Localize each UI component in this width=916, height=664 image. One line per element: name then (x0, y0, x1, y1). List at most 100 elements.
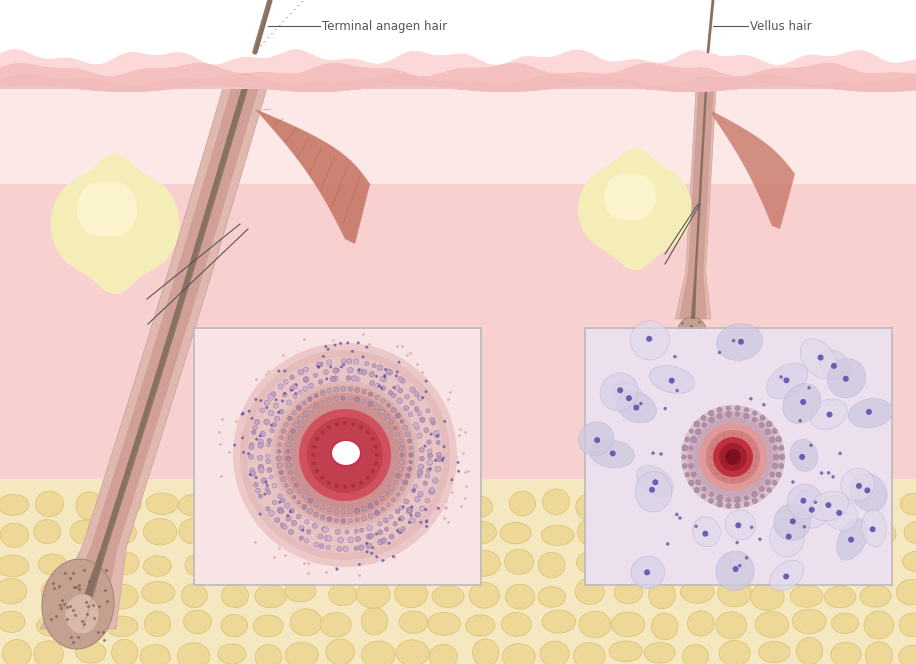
Ellipse shape (334, 484, 339, 488)
Ellipse shape (394, 525, 427, 548)
Ellipse shape (425, 473, 430, 478)
Ellipse shape (354, 529, 358, 533)
Ellipse shape (409, 518, 415, 524)
Ellipse shape (280, 498, 285, 503)
Ellipse shape (319, 380, 322, 384)
Ellipse shape (650, 548, 683, 576)
Ellipse shape (692, 472, 696, 477)
Ellipse shape (252, 430, 256, 434)
Ellipse shape (268, 410, 274, 416)
Ellipse shape (420, 521, 422, 524)
Ellipse shape (281, 476, 287, 482)
Ellipse shape (314, 403, 319, 408)
Ellipse shape (630, 321, 670, 360)
Ellipse shape (651, 614, 678, 640)
Ellipse shape (649, 581, 675, 609)
Ellipse shape (666, 542, 670, 546)
Ellipse shape (783, 574, 789, 580)
Ellipse shape (832, 613, 858, 633)
Ellipse shape (750, 525, 753, 529)
Ellipse shape (425, 521, 428, 523)
Ellipse shape (327, 517, 332, 522)
Ellipse shape (774, 504, 811, 540)
Ellipse shape (417, 474, 421, 478)
Ellipse shape (717, 407, 722, 412)
Ellipse shape (502, 643, 535, 664)
Ellipse shape (278, 501, 281, 503)
Ellipse shape (343, 546, 348, 552)
Ellipse shape (375, 453, 379, 457)
Ellipse shape (782, 383, 821, 424)
Ellipse shape (501, 612, 531, 636)
Ellipse shape (71, 608, 104, 635)
Ellipse shape (145, 612, 170, 637)
Ellipse shape (294, 483, 299, 487)
Ellipse shape (302, 412, 308, 417)
Ellipse shape (457, 469, 460, 473)
Ellipse shape (820, 471, 823, 475)
Polygon shape (77, 182, 137, 236)
Ellipse shape (367, 401, 373, 407)
Ellipse shape (222, 584, 248, 608)
Ellipse shape (397, 433, 400, 436)
Ellipse shape (342, 510, 345, 514)
Ellipse shape (792, 609, 826, 633)
Ellipse shape (389, 420, 394, 424)
Ellipse shape (391, 408, 396, 413)
Polygon shape (50, 154, 180, 294)
Ellipse shape (140, 645, 170, 664)
Ellipse shape (767, 488, 771, 492)
Ellipse shape (786, 533, 791, 540)
Ellipse shape (724, 521, 754, 541)
Ellipse shape (339, 342, 342, 345)
Ellipse shape (694, 525, 698, 528)
Ellipse shape (398, 439, 402, 443)
Ellipse shape (272, 500, 277, 505)
Ellipse shape (396, 640, 429, 664)
Ellipse shape (836, 519, 867, 560)
Ellipse shape (391, 393, 396, 398)
Ellipse shape (75, 554, 104, 576)
Ellipse shape (791, 440, 818, 471)
Ellipse shape (740, 477, 743, 480)
Ellipse shape (765, 429, 770, 434)
Ellipse shape (540, 641, 569, 664)
Ellipse shape (343, 363, 345, 367)
Ellipse shape (146, 493, 179, 515)
Ellipse shape (635, 471, 671, 512)
Ellipse shape (369, 533, 374, 539)
Ellipse shape (257, 456, 263, 460)
Polygon shape (72, 54, 258, 629)
Ellipse shape (639, 402, 643, 405)
Ellipse shape (783, 377, 790, 383)
Ellipse shape (266, 507, 270, 511)
Ellipse shape (576, 550, 609, 574)
Ellipse shape (717, 414, 723, 419)
Ellipse shape (695, 479, 701, 485)
Ellipse shape (346, 376, 351, 380)
Ellipse shape (348, 537, 354, 542)
Ellipse shape (250, 417, 254, 420)
Ellipse shape (308, 509, 312, 513)
Ellipse shape (308, 407, 313, 412)
Ellipse shape (408, 521, 411, 524)
Ellipse shape (354, 396, 360, 402)
Ellipse shape (807, 386, 811, 390)
Ellipse shape (254, 482, 258, 487)
Ellipse shape (291, 429, 296, 434)
Ellipse shape (456, 461, 460, 464)
Ellipse shape (415, 512, 420, 517)
Ellipse shape (285, 422, 289, 426)
Ellipse shape (0, 494, 28, 515)
Ellipse shape (327, 398, 332, 402)
Ellipse shape (725, 449, 741, 465)
Ellipse shape (303, 386, 308, 391)
Ellipse shape (278, 507, 283, 513)
Ellipse shape (277, 456, 282, 461)
Ellipse shape (327, 348, 330, 351)
Ellipse shape (427, 459, 432, 465)
Ellipse shape (663, 407, 667, 410)
Ellipse shape (769, 519, 804, 557)
Ellipse shape (755, 612, 789, 637)
Ellipse shape (305, 520, 309, 524)
